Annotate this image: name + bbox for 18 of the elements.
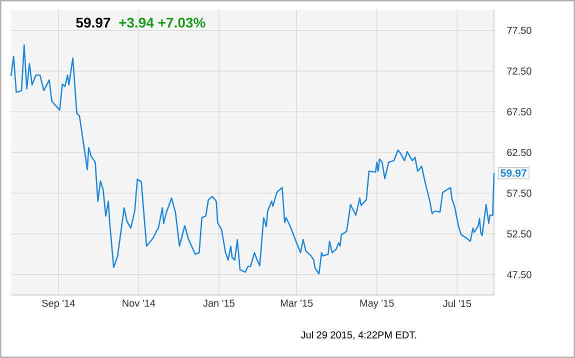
y-tick-label: 52.50 xyxy=(507,230,532,238)
y-tick-label: 67.50 xyxy=(507,108,532,116)
x-tick-label: Jul '15 xyxy=(443,300,472,308)
annotation: 59.97 xyxy=(500,169,526,177)
y-tick-label: 72.50 xyxy=(507,68,532,75)
x-tick-label: Mar '15 xyxy=(280,300,313,307)
y-tick-label: 77.50 xyxy=(507,26,532,34)
line-series xyxy=(10,44,495,274)
y-tick-label: 47.50 xyxy=(506,271,532,278)
chart-title: 59.97 xyxy=(76,18,110,28)
chart-subtitle: +3.94 +7.03% xyxy=(119,18,206,28)
y-tick-label: 62.50 xyxy=(507,148,532,156)
x-tick-label: Jan '15 xyxy=(203,300,234,307)
x-tick-label: May '15 xyxy=(360,300,394,309)
x-tick-label: Sep '14 xyxy=(42,300,75,309)
text: Jul 29 2015, 4:22PM EDT. xyxy=(300,331,416,340)
x-tick-label: Nov '14 xyxy=(122,300,156,307)
y-tick-label: 57.50 xyxy=(507,190,532,197)
